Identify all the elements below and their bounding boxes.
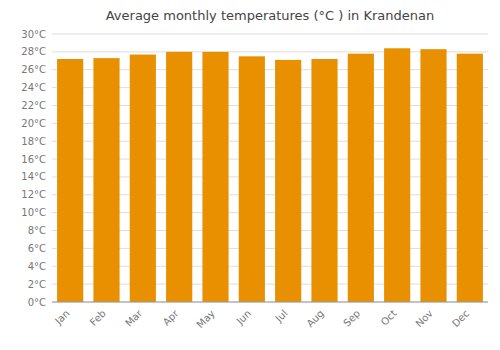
bar <box>311 59 337 302</box>
y-tick-label: 10°C <box>21 207 46 218</box>
y-tick-label: 4°C <box>28 261 46 272</box>
y-tick-label: 18°C <box>21 136 46 147</box>
x-tick-label: Nov <box>413 308 435 330</box>
x-tick-label: Aug <box>304 308 326 330</box>
bar <box>348 54 374 302</box>
y-tick-label: 24°C <box>21 82 46 93</box>
x-tick-label: May <box>195 308 217 330</box>
bar <box>384 48 410 302</box>
bar <box>166 52 192 302</box>
bar <box>275 60 301 302</box>
y-tick-label: 30°C <box>21 29 46 40</box>
title: Average monthly temperatures (°C ) in Kr… <box>106 8 435 23</box>
bar <box>457 54 483 302</box>
x-tick-label: Jun <box>234 308 254 328</box>
x-tick-label: Dec <box>450 308 471 329</box>
bar <box>130 55 156 302</box>
y-tick-label: 0°C <box>28 297 46 308</box>
bar <box>93 58 119 302</box>
y-tick-label: 22°C <box>21 100 46 111</box>
x-tick-label: Apr <box>161 307 182 328</box>
y-tick-label: 12°C <box>21 189 46 200</box>
bar <box>57 59 83 302</box>
x-tick-label: Mar <box>123 307 145 329</box>
grid-line <box>52 34 488 35</box>
y-tick-label: 14°C <box>21 171 46 182</box>
y-tick-label: 8°C <box>28 225 46 236</box>
y-tick-label: 20°C <box>21 118 46 129</box>
x-tick-label: Oct <box>379 308 399 328</box>
y-tick-label: 28°C <box>21 46 46 57</box>
x-axis: Jan Feb Mar Apr May Jun Jul Aug Sep Oct Nov Dec <box>52 302 488 330</box>
y-tick-label: 2°C <box>28 279 46 290</box>
x-tick-label: Jan <box>52 308 71 327</box>
x-tick-label: Feb <box>88 308 108 328</box>
y-tick-label: 16°C <box>21 154 46 165</box>
y-tick-label: 6°C <box>28 243 46 254</box>
y-axis: 0°C 2°C 4°C 6°C 8°C 10°C 12°C 14°C 16°C 18°C 20°C 2… <box>21 29 46 308</box>
bar <box>420 49 446 302</box>
x-tick-label: Sep <box>341 308 362 329</box>
x-axis-line <box>52 302 488 303</box>
bar <box>202 52 228 302</box>
bars <box>57 48 483 302</box>
bar <box>239 56 265 302</box>
x-tick-label: Jul <box>273 308 290 325</box>
chart-container: Average monthly temperatures (°C ) in Kr… <box>0 0 500 350</box>
chart: Average monthly temperatures (°C ) in Kr… <box>0 0 500 350</box>
grid <box>52 34 488 302</box>
y-tick-label: 26°C <box>21 64 46 75</box>
grid-line <box>52 302 488 303</box>
